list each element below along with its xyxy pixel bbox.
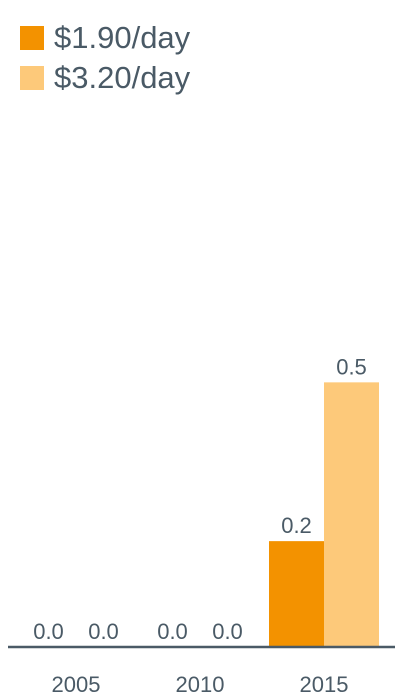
x-tick-label-2015: 2015 [300,672,349,697]
data-label-2010-series-0: 0.0 [157,619,188,644]
bar-2015-series-0 [269,541,324,647]
data-label-2015-series-0: 0.2 [281,513,312,538]
x-tick-label-2005: 2005 [52,672,101,697]
data-label-2005-series-0: 0.0 [33,619,64,644]
data-label-2010-series-1: 0.0 [212,619,243,644]
data-label-2015-series-1: 0.5 [336,354,367,379]
data-label-2005-series-1: 0.0 [88,619,119,644]
bar-2015-series-1 [324,382,379,647]
x-tick-label-2010: 2010 [176,672,225,697]
